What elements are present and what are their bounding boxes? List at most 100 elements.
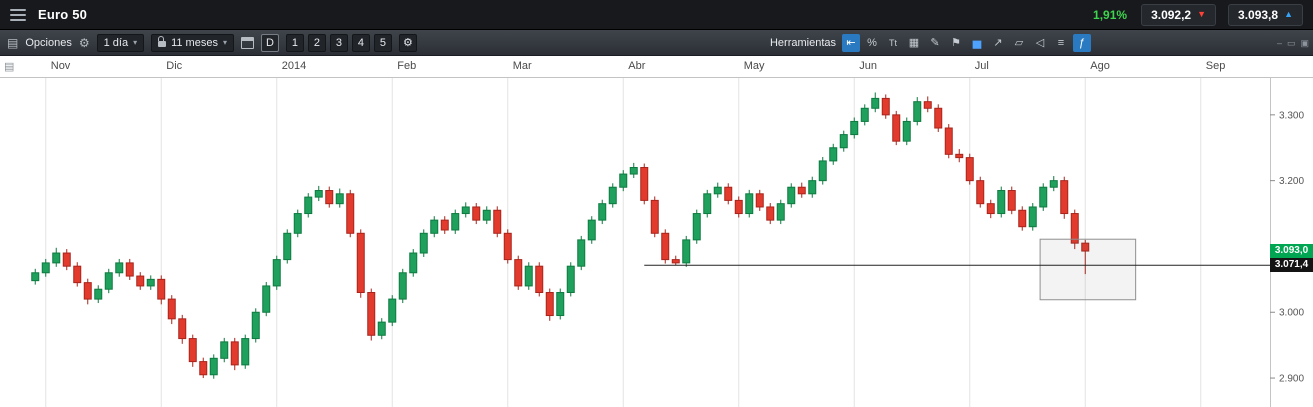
- candle: [913, 97, 922, 126]
- candle: [157, 275, 166, 305]
- sell-price-button[interactable]: 3.092,2 ▼: [1141, 3, 1217, 26]
- buy-price-value: 3.093,8: [1238, 7, 1279, 22]
- candle: [965, 153, 974, 185]
- candle-body: [146, 278, 155, 287]
- candle-body: [703, 193, 712, 215]
- candle-body: [440, 219, 449, 231]
- candle: [682, 235, 691, 267]
- candle: [902, 117, 911, 146]
- drawn-rectangle[interactable]: [1039, 238, 1137, 301]
- text-tool-icon[interactable]: Tt: [889, 37, 897, 48]
- candle-body: [640, 166, 649, 201]
- candle: [997, 186, 1006, 218]
- chart-settings-button[interactable]: ⚙: [398, 33, 417, 52]
- candle: [934, 104, 943, 132]
- candle-body: [136, 275, 145, 287]
- candle: [209, 354, 218, 379]
- candle-body: [839, 134, 848, 149]
- layout-preset-4-button[interactable]: 4: [351, 33, 370, 52]
- candle: [220, 337, 229, 363]
- gear-icon[interactable]: ⚙: [78, 35, 90, 50]
- timeframe-dropdown[interactable]: 1 día ▾: [96, 33, 145, 52]
- candle-body: [787, 186, 796, 205]
- candle-body: [671, 259, 680, 264]
- layout-preset-2-button[interactable]: 2: [307, 33, 326, 52]
- indicators-tool-icon[interactable]: ƒ: [1073, 33, 1091, 52]
- x-axis-label: Mar: [512, 60, 532, 72]
- candle: [860, 104, 869, 126]
- candle: [230, 337, 239, 371]
- candle-body: [598, 203, 607, 221]
- bar-chart-tool-icon[interactable]: ▅: [972, 37, 982, 49]
- layout-preset-5-button[interactable]: 5: [373, 33, 392, 52]
- candle-body: [545, 292, 554, 317]
- instrument-title: Euro 50: [38, 7, 88, 22]
- candle: [524, 262, 533, 290]
- percent-tool-icon[interactable]: %: [867, 36, 877, 49]
- sell-price-value: 3.092,2: [1151, 7, 1192, 22]
- options-menu[interactable]: Opciones: [25, 36, 72, 49]
- candlestick-chart[interactable]: 3.300 3.200 3.000 2.900: [0, 78, 1313, 407]
- candle-body: [83, 282, 92, 300]
- minimize-icon[interactable]: –: [1276, 37, 1282, 48]
- chart-corner-icon[interactable]: ▤: [4, 61, 15, 73]
- candle: [272, 255, 281, 290]
- candle: [1049, 176, 1058, 192]
- candle-body: [157, 278, 166, 300]
- candle: [125, 258, 134, 281]
- candle: [881, 94, 890, 119]
- draw-tool-icon[interactable]: ✎: [930, 37, 940, 49]
- back-tool-icon[interactable]: ◁: [1035, 37, 1045, 49]
- candle-body: [1039, 186, 1048, 208]
- candle-body: [797, 186, 806, 195]
- candle: [514, 255, 523, 290]
- candle: [755, 189, 764, 211]
- calendar-icon[interactable]: [240, 36, 254, 49]
- candle: [839, 130, 848, 152]
- range-dropdown[interactable]: 11 meses ▾: [151, 33, 234, 52]
- candle-body: [682, 239, 691, 264]
- panel-icon[interactable]: ▤: [7, 35, 19, 50]
- candle: [31, 268, 40, 285]
- eraser-tool-icon[interactable]: ▱: [1014, 37, 1024, 49]
- grid-tool-icon[interactable]: ▦: [908, 37, 920, 49]
- candle: [461, 202, 470, 218]
- flag-tool-icon[interactable]: ⚑: [951, 37, 961, 49]
- candle-body: [965, 157, 974, 182]
- price-down-icon: ▼: [1197, 9, 1207, 19]
- candle-body: [986, 203, 995, 215]
- gear-icon: ⚙: [403, 37, 413, 49]
- candle: [850, 117, 859, 139]
- candle-body: [62, 252, 71, 267]
- view-mode-label: D: [265, 36, 274, 49]
- candle: [713, 182, 722, 198]
- candle: [104, 268, 113, 294]
- candle: [923, 96, 932, 113]
- candle-body: [923, 101, 932, 109]
- candle: [797, 182, 806, 198]
- trendline-tool-icon[interactable]: ↗: [993, 37, 1003, 49]
- restore-icon[interactable]: ▭: [1286, 37, 1296, 48]
- hamburger-menu-icon[interactable]: [10, 8, 26, 21]
- layout-preset-3-button[interactable]: 3: [329, 33, 348, 52]
- candle: [545, 288, 554, 321]
- view-mode-d-button[interactable]: D: [260, 33, 279, 52]
- cursor-tool-icon[interactable]: ⇤: [842, 33, 860, 52]
- candle-body: [409, 252, 418, 274]
- buy-price-button[interactable]: 3.093,8 ▲: [1228, 3, 1303, 26]
- candle: [598, 199, 607, 225]
- candle-body: [514, 259, 523, 287]
- candle: [955, 149, 964, 163]
- candle-body: [934, 107, 943, 129]
- candle: [535, 262, 544, 297]
- candle-body: [335, 193, 344, 205]
- lines-tool-icon[interactable]: ≡: [1057, 36, 1065, 49]
- candle: [818, 156, 827, 185]
- candle: [619, 170, 628, 192]
- layout-preset-1-button[interactable]: 1: [285, 33, 304, 52]
- candle-body: [661, 232, 670, 261]
- candle-body: [955, 153, 964, 159]
- candle: [356, 229, 365, 298]
- maximize-icon[interactable]: ▣: [1300, 37, 1309, 48]
